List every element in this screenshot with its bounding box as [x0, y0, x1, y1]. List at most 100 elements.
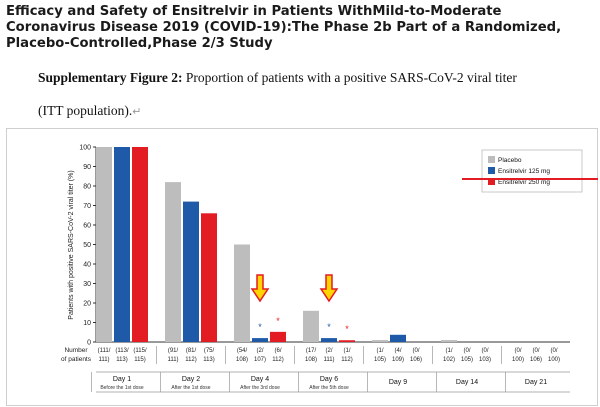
- y-tick-label: 0: [87, 340, 91, 347]
- patient-count-line1: (0/: [514, 348, 521, 354]
- highlight-arrow-icon: [250, 274, 270, 303]
- category-label: Day 2: [182, 376, 200, 383]
- patient-count-line1: (0/: [463, 348, 470, 354]
- legend-swatch: [488, 178, 495, 185]
- significance-asterisk: *: [276, 316, 280, 326]
- patient-count-line1: (111/: [98, 348, 111, 354]
- patient-count-line2: 112): [341, 357, 353, 363]
- patient-count-line1: (0/: [532, 348, 539, 354]
- category-sublabel: After the 1st dose: [171, 385, 210, 391]
- highlight-arrow-icon: [319, 274, 339, 303]
- patient-count-line1: (17/: [306, 348, 317, 354]
- patient-count-line2: 107): [254, 357, 266, 363]
- patient-count-line1: (91/: [168, 348, 179, 354]
- patient-count-line2: 105): [374, 357, 386, 363]
- bar-placebo-day-6: [303, 310, 319, 342]
- document-title: Efficacy and Safety of Ensitrelvir in Pa…: [6, 4, 594, 52]
- y-tick-label: 100: [79, 145, 91, 152]
- category-sublabel: After the 5th dose: [309, 385, 349, 391]
- category-label: Day 6: [320, 376, 338, 383]
- patient-count-line1: (6/: [274, 348, 281, 354]
- y-tick-label: 10: [83, 320, 91, 327]
- return-mark: ↵: [132, 106, 142, 118]
- patient-count-line1: (1/: [343, 348, 350, 354]
- bar-placebo-day-4: [234, 244, 250, 342]
- patient-count-line1: (1/: [445, 348, 452, 354]
- legend-swatch: [488, 167, 495, 174]
- legend-swatch: [488, 156, 495, 163]
- patient-count-line1: (0/: [412, 348, 419, 354]
- category-sublabel: Before the 1st dose: [100, 385, 144, 391]
- figure-caption-line2-text: (ITT population).: [38, 103, 133, 118]
- patient-count-line1: (0/: [550, 348, 557, 354]
- figure-caption: Supplementary Figure 2: Proportion of pa…: [38, 70, 517, 86]
- patient-count-line2: 109): [392, 357, 404, 363]
- y-tick-label: 20: [83, 301, 91, 308]
- row-header-patients: of patients: [61, 356, 92, 363]
- title-line-1: Efficacy and Safety of Ensitrelvir in Pa…: [6, 4, 502, 19]
- patient-count-line2: 111): [323, 357, 334, 363]
- bar-ensitrelvir-250-mg-day-2: [201, 213, 217, 342]
- patient-count-line2: 105): [461, 357, 473, 363]
- bar-ensitrelvir-125-mg-day-2: [183, 201, 199, 342]
- y-tick-label: 80: [83, 184, 91, 191]
- y-tick-label: 30: [83, 281, 91, 288]
- bar-placebo-day-2: [165, 182, 181, 342]
- category-label: Day 21: [525, 379, 547, 386]
- patient-count-line2: 111): [167, 357, 178, 363]
- significance-asterisk: *: [258, 322, 262, 332]
- bar-ensitrelvir-125-mg-day-9: [390, 334, 406, 342]
- patient-count-line2: 113): [203, 357, 215, 363]
- patient-count-line1: (4/: [394, 348, 401, 354]
- patient-count-line2: 108): [305, 357, 317, 363]
- patient-count-line2: 102): [443, 357, 455, 363]
- category-label: Day 1: [113, 376, 131, 383]
- chart-panel: [6, 128, 598, 406]
- title-line-2: Coronavirus Disease 2019 (COVID-19):The …: [6, 20, 562, 35]
- legend-box: [481, 149, 583, 193]
- significance-asterisk: *: [327, 322, 331, 332]
- patient-count-line2: 106): [410, 357, 422, 363]
- figure-caption-text: Proportion of patients with a positive S…: [182, 70, 517, 85]
- y-tick-label: 60: [83, 223, 91, 230]
- patient-count-line1: (0/: [481, 348, 488, 354]
- bar-ensitrelvir-125-mg-day-4: [252, 338, 268, 342]
- row-header-number: Number: [64, 347, 88, 354]
- y-tick-label: 90: [83, 164, 91, 171]
- patient-count-line2: 103): [479, 357, 491, 363]
- bar-ensitrelvir-125-mg-day-1: [114, 147, 130, 342]
- y-axis-label: Patients with positive SARS-CoV-2 viral …: [68, 170, 75, 319]
- bar-ensitrelvir-250-mg-day-6: [339, 340, 355, 342]
- y-tick-label: 50: [83, 242, 91, 249]
- title-line-3: Placebo-Controlled,Phase 2/3 Study: [6, 36, 273, 51]
- patient-count-line1: (54/: [237, 348, 248, 354]
- patient-count-line1: (113/: [115, 348, 129, 354]
- y-tick-label: 70: [83, 203, 91, 210]
- patient-count-line1: (75/: [204, 348, 215, 354]
- patient-count-line1: (2/: [325, 348, 332, 354]
- category-label: Day 9: [389, 379, 407, 386]
- patient-count-line2: 100): [512, 357, 524, 363]
- figure-caption-line2: (ITT population).↵: [38, 103, 141, 119]
- category-label: Day 4: [251, 376, 269, 383]
- bar-placebo-day-1: [96, 147, 112, 342]
- patient-count-line2: 115): [134, 357, 146, 363]
- patient-count-line1: (81/: [186, 348, 197, 354]
- legend-label: Ensitrelvir 125 mg: [498, 168, 550, 175]
- category-label: Day 14: [456, 379, 478, 386]
- significance-asterisk: *: [345, 324, 349, 334]
- bar-ensitrelvir-125-mg-day-6: [321, 338, 337, 342]
- patient-count-line2: 112): [185, 357, 197, 363]
- patient-count-line1: (115/: [133, 348, 147, 354]
- patient-count-line1: (1/: [376, 348, 383, 354]
- bar-ensitrelvir-250-mg-day-1: [132, 147, 148, 342]
- patient-count-line2: 100): [548, 357, 560, 363]
- figure-caption-label: Supplementary Figure 2:: [38, 70, 183, 85]
- patient-count-line2: 108): [236, 357, 248, 363]
- patient-count-line2: 112): [272, 357, 284, 363]
- patient-count-line1: (2/: [256, 348, 263, 354]
- legend-label: Ensitrelvir 250 mg: [498, 179, 550, 186]
- category-sublabel: After the 3rd dose: [240, 385, 280, 391]
- bar-placebo-day-9: [372, 340, 388, 342]
